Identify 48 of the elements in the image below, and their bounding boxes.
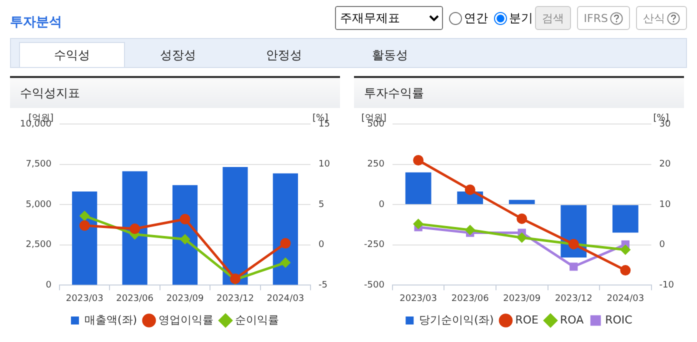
chart-title: 투자수익률 <box>354 78 684 108</box>
legend-label: 순이익률 <box>235 313 280 326</box>
legend-label: 영업이익률 <box>158 313 214 326</box>
x-tick-label: 2023/12 <box>216 294 254 304</box>
x-tick-label: 2023/03 <box>66 294 104 304</box>
text: 검색 <box>534 6 571 30</box>
y-tick-label: 2,500 <box>26 240 52 250</box>
x-tick-label: 2023/06 <box>451 294 490 304</box>
text: 수익성 <box>19 42 125 67</box>
y-tick-label: 0 <box>46 280 52 291</box>
legend-label: ROE <box>515 313 539 326</box>
text: 주재무제표 <box>334 6 443 30</box>
text: 연간 <box>462 10 488 26</box>
y2-tick-label: 10 <box>659 200 672 210</box>
text: 성장성 <box>159 47 197 64</box>
x-tick-label: 2023/03 <box>400 294 438 304</box>
text: 활동성 <box>371 47 409 64</box>
y2-tick-label: 15 <box>318 119 330 130</box>
legend-label: ROIC <box>605 313 633 326</box>
x-tick-label: 2024/03 <box>606 294 644 304</box>
y2-tick-label: -10 <box>659 280 674 291</box>
x-tick-label: 2023/09 <box>503 294 541 304</box>
y2-tick-label: 10 <box>318 160 330 170</box>
legend-label: 당기순이익(좌) <box>419 313 494 326</box>
text: 분기 <box>508 10 533 26</box>
x-tick-label: 2023/12 <box>554 294 592 304</box>
legend-label: ROA <box>560 313 584 326</box>
text: 안정성 <box>265 47 303 64</box>
y2-tick-label: 0 <box>659 240 666 250</box>
y-tick-label: 5,000 <box>26 200 52 210</box>
text: 투자분석 <box>10 14 63 31</box>
y-tick-label: 250 <box>367 160 385 170</box>
y-tick-label: 7,500 <box>26 160 52 170</box>
y2-tick-label: 30 <box>659 119 672 130</box>
x-tick-label: 2023/09 <box>166 294 204 304</box>
y2-tick-label: 5 <box>318 200 324 210</box>
y-tick-label: 0 <box>378 200 385 210</box>
x-tick-label: 2023/06 <box>116 294 154 304</box>
x-tick-label: 2024/03 <box>266 294 304 304</box>
y-tick-label: -250 <box>364 240 385 250</box>
legend-label: 매출액(좌) <box>84 313 138 326</box>
y2-tick-label: -5 <box>318 280 328 291</box>
y2-tick-label: 20 <box>659 160 672 170</box>
y-tick-label: -500 <box>364 280 385 291</box>
y2-tick-label: 0 <box>318 240 325 250</box>
chart-title: 수익성지표 <box>10 78 340 108</box>
text: IFRS <box>576 6 630 30</box>
text: 산식 <box>636 6 687 30</box>
